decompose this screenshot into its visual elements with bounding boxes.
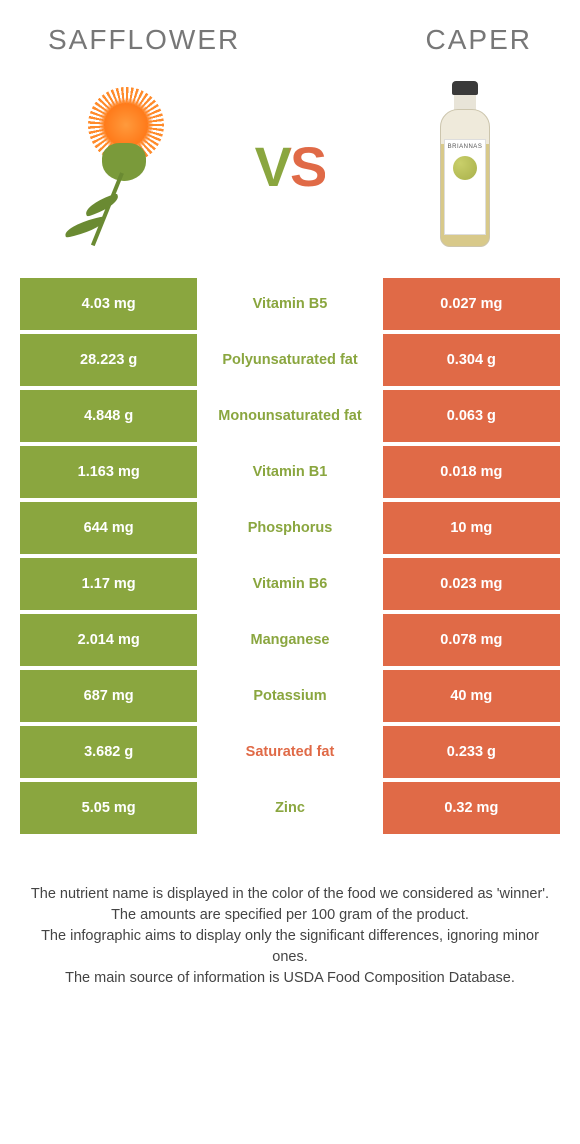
right-value: 0.027 mg	[383, 278, 560, 330]
left-value: 687 mg	[20, 670, 197, 722]
right-value: 0.233 g	[383, 726, 560, 778]
nutrient-label: Manganese	[201, 614, 378, 666]
table-row: 4.03 mgVitamin B50.027 mg	[20, 278, 560, 330]
nutrient-label: Vitamin B6	[201, 558, 378, 610]
images-row: VS BRIANNAS	[0, 68, 580, 278]
nutrient-label: Saturated fat	[201, 726, 378, 778]
left-value: 644 mg	[20, 502, 197, 554]
table-row: 4.848 gMonounsaturated fat0.063 g	[20, 390, 560, 442]
nutrient-label: Phosphorus	[201, 502, 378, 554]
nutrient-label: Polyunsaturated fat	[201, 334, 378, 386]
table-row: 5.05 mgZinc0.32 mg	[20, 782, 560, 834]
right-value: 0.32 mg	[383, 782, 560, 834]
safflower-image	[40, 81, 190, 251]
left-food-title: Safflower	[48, 24, 240, 56]
nutrient-label: Vitamin B5	[201, 278, 378, 330]
right-value: 0.304 g	[383, 334, 560, 386]
left-value: 1.163 mg	[20, 446, 197, 498]
nutrient-label: Vitamin B1	[201, 446, 378, 498]
table-row: 3.682 gSaturated fat0.233 g	[20, 726, 560, 778]
footer-line: The infographic aims to display only the…	[30, 926, 550, 968]
left-value: 4.03 mg	[20, 278, 197, 330]
right-value: 0.078 mg	[383, 614, 560, 666]
footer-line: The main source of information is USDA F…	[30, 968, 550, 989]
vs-label: VS	[255, 134, 326, 199]
left-value: 28.223 g	[20, 334, 197, 386]
table-row: 644 mgPhosphorus10 mg	[20, 502, 560, 554]
left-value: 4.848 g	[20, 390, 197, 442]
table-row: 2.014 mgManganese0.078 mg	[20, 614, 560, 666]
left-value: 1.17 mg	[20, 558, 197, 610]
table-row: 1.17 mgVitamin B60.023 mg	[20, 558, 560, 610]
footer-line: The amounts are specified per 100 gram o…	[30, 905, 550, 926]
bottle-icon: BRIANNAS	[430, 81, 500, 251]
safflower-icon	[50, 91, 180, 241]
bottle-brand: BRIANNAS	[448, 144, 483, 150]
right-food-title: Caper	[426, 24, 532, 56]
footer-notes: The nutrient name is displayed in the co…	[0, 834, 580, 989]
nutrient-table: 4.03 mgVitamin B50.027 mg28.223 gPolyuns…	[0, 278, 580, 834]
right-value: 40 mg	[383, 670, 560, 722]
right-value: 0.023 mg	[383, 558, 560, 610]
left-value: 2.014 mg	[20, 614, 197, 666]
table-row: 1.163 mgVitamin B10.018 mg	[20, 446, 560, 498]
left-value: 3.682 g	[20, 726, 197, 778]
right-value: 10 mg	[383, 502, 560, 554]
right-value: 0.063 g	[383, 390, 560, 442]
table-row: 687 mgPotassium40 mg	[20, 670, 560, 722]
nutrient-label: Zinc	[201, 782, 378, 834]
table-row: 28.223 gPolyunsaturated fat0.304 g	[20, 334, 560, 386]
nutrient-label: Monounsaturated fat	[201, 390, 378, 442]
header-row: Safflower Caper	[0, 0, 580, 68]
nutrient-label: Potassium	[201, 670, 378, 722]
right-value: 0.018 mg	[383, 446, 560, 498]
left-value: 5.05 mg	[20, 782, 197, 834]
footer-line: The nutrient name is displayed in the co…	[30, 884, 550, 905]
caper-image: BRIANNAS	[390, 81, 540, 251]
